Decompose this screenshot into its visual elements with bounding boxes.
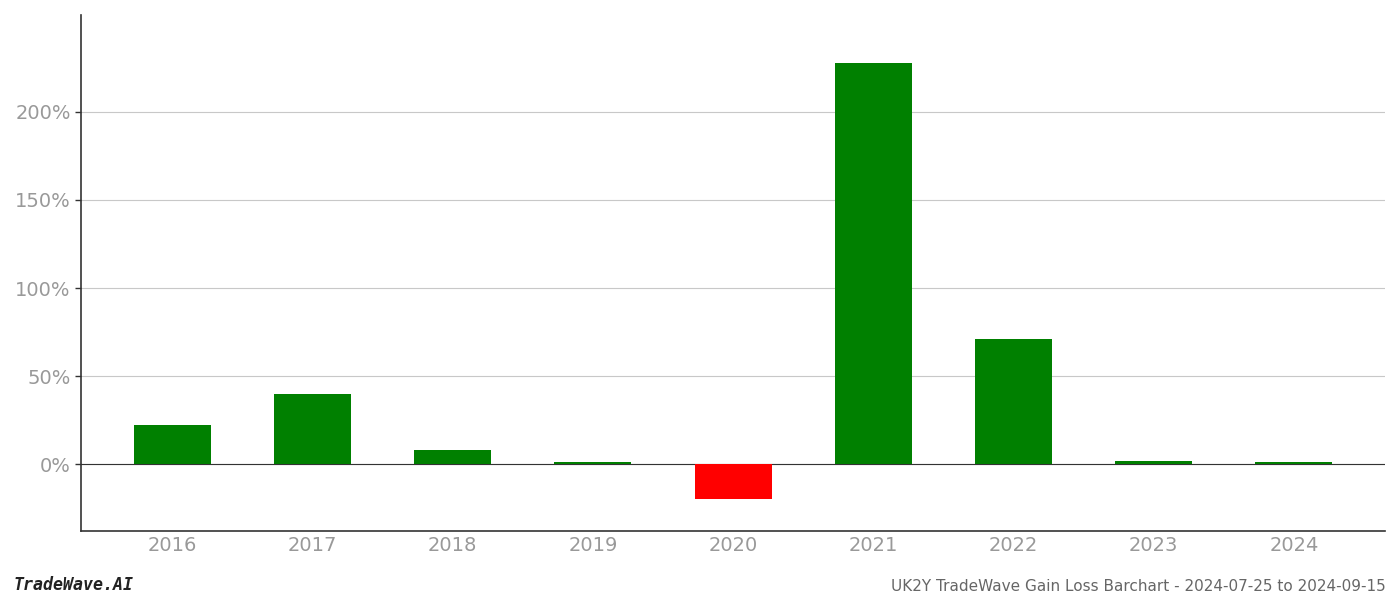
Bar — [1116, 461, 1193, 464]
Text: UK2Y TradeWave Gain Loss Barchart - 2024-07-25 to 2024-09-15: UK2Y TradeWave Gain Loss Barchart - 2024… — [892, 579, 1386, 594]
Bar — [1256, 461, 1333, 464]
Bar — [274, 394, 351, 464]
Bar — [974, 339, 1051, 464]
Bar — [134, 425, 211, 464]
Text: TradeWave.AI: TradeWave.AI — [14, 576, 134, 594]
Bar — [414, 450, 491, 464]
Bar — [694, 464, 771, 499]
Bar — [554, 461, 631, 464]
Bar — [834, 62, 911, 464]
